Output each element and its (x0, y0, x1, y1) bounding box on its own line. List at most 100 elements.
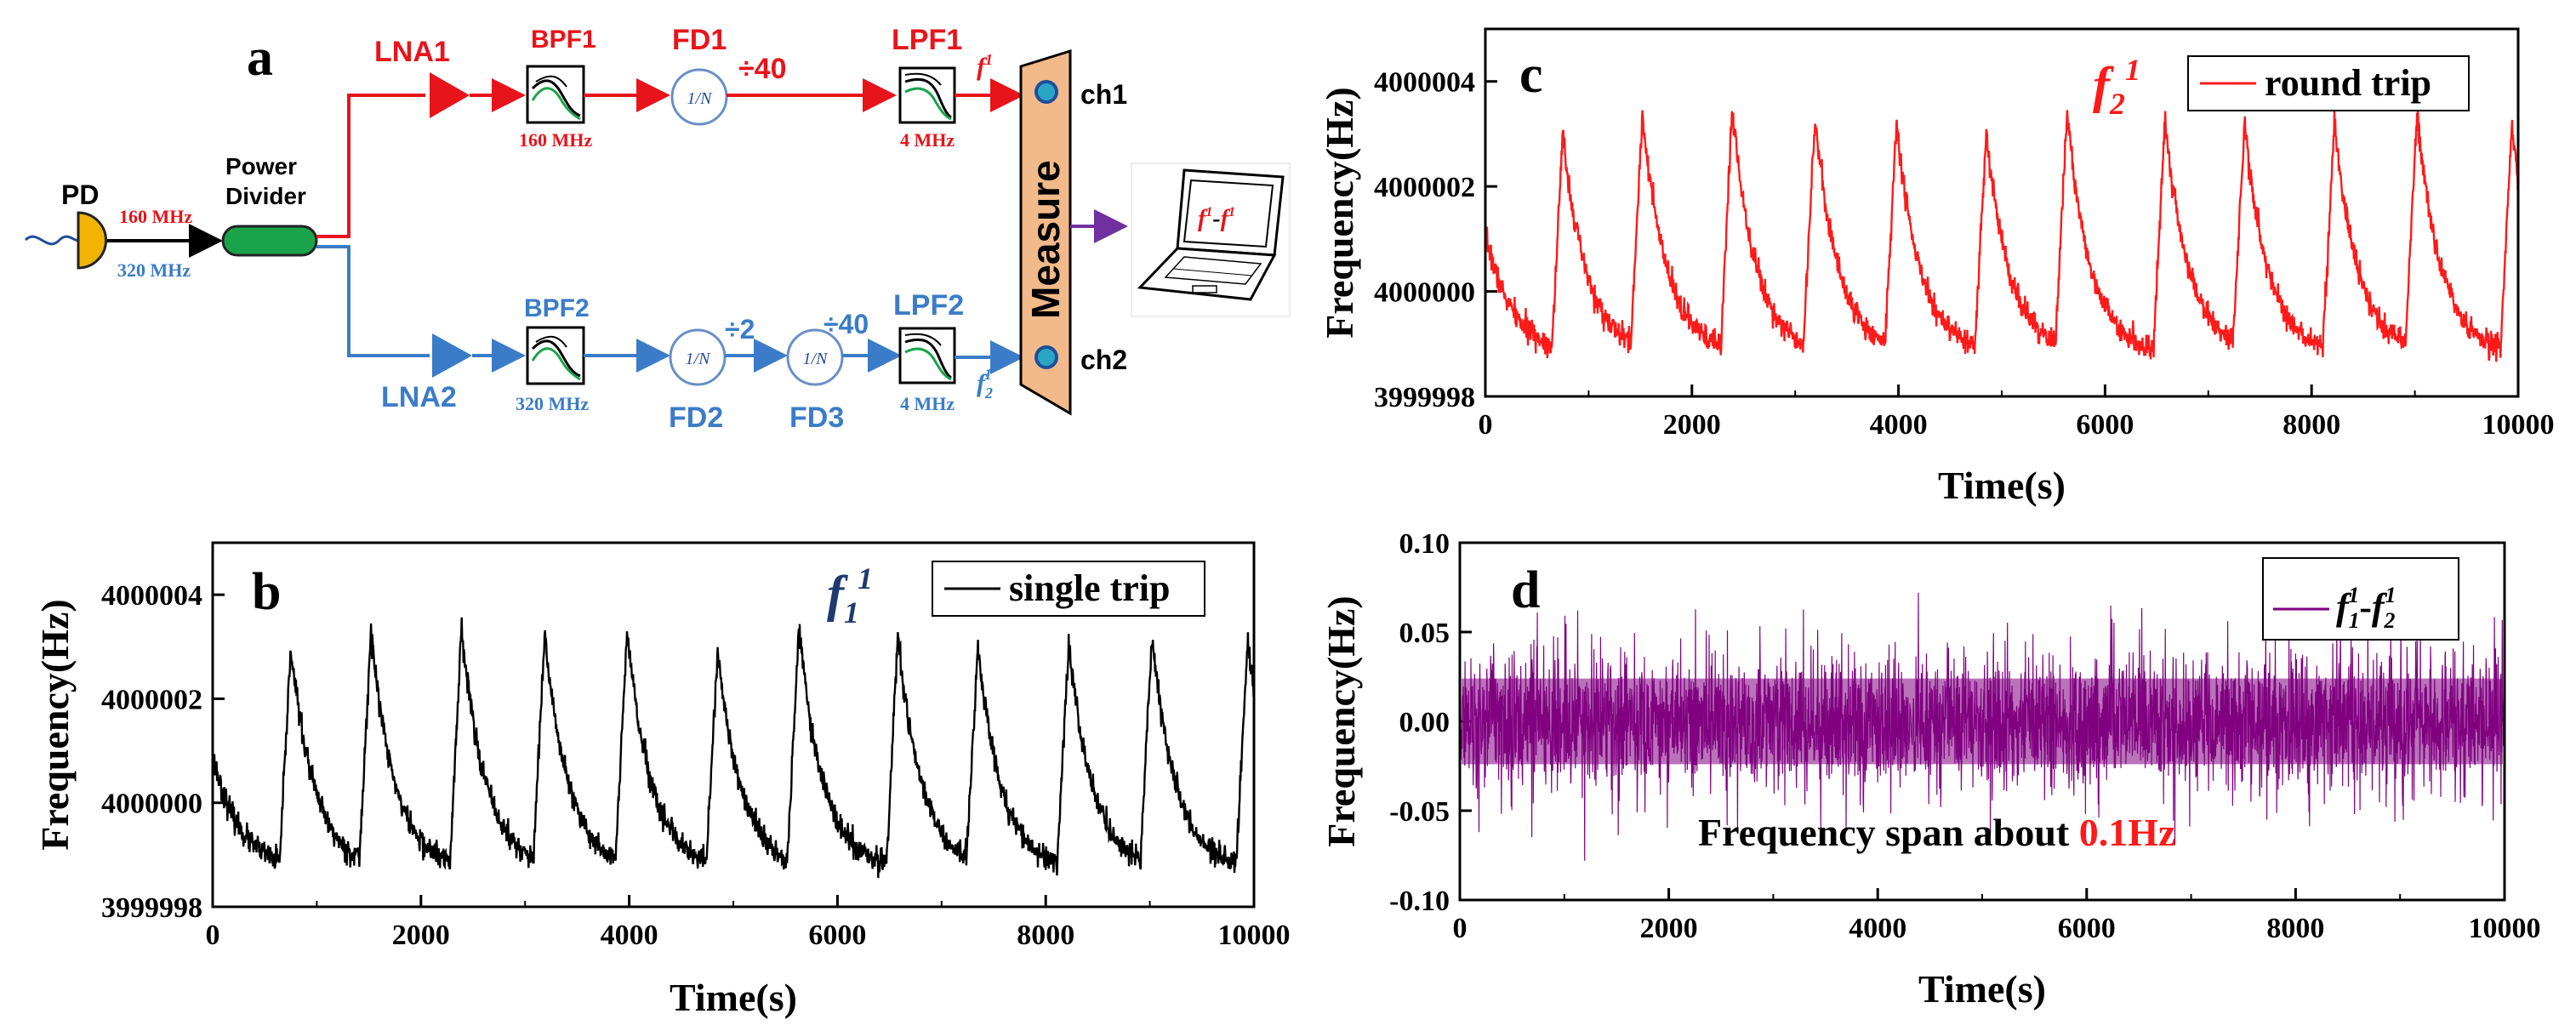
x-tick-label: 4000 (601, 920, 658, 951)
x-tick-label: 6000 (2076, 409, 2134, 441)
y-tick-label: 4000004 (101, 580, 202, 612)
x-tick-label: 0 (206, 920, 220, 951)
f1-output-label: f1 (977, 51, 993, 81)
x-tick-label: 2000 (392, 920, 450, 951)
plot-frame (1458, 541, 2506, 902)
fd2-symbol: 1/N (686, 350, 712, 368)
fd1-label: FD1 (672, 24, 727, 56)
fd2-label: FD2 (669, 402, 723, 434)
fd2-division: ÷2 (725, 314, 755, 345)
measure-label: Measure (1023, 160, 1068, 319)
lpf1-label: LPF1 (892, 24, 962, 56)
y-tick-label: 4000002 (1374, 172, 1475, 203)
lna1-amplifier-icon (430, 72, 470, 118)
panel-letter: b (252, 563, 281, 621)
ch1-connector-icon (1034, 80, 1058, 104)
y-tick-label: 4000002 (101, 684, 202, 715)
x-tick-label: 2000 (1663, 409, 1721, 441)
lpf1-filter-icon (898, 66, 956, 124)
x-axis-label: Time(s) (1938, 464, 2066, 507)
legend-label: f11-f21 (2336, 583, 2396, 633)
x-tick-label: 6000 (808, 920, 866, 951)
laptop-icon (1131, 162, 1291, 317)
measure-instrument (1019, 48, 1072, 416)
lna1-label: LNA1 (374, 36, 450, 68)
lpf1-freq: 4 MHz (900, 129, 955, 151)
y-tick-label: 3999998 (1374, 382, 1475, 413)
x-tick-label: 6000 (2058, 913, 2116, 944)
lpf2-label: LPF2 (893, 289, 964, 322)
lpf2-filter-icon (898, 327, 956, 384)
chart-panel-c: 0 2000 4000 6000 8000 10000 3999998 4000000 4000… (1318, 27, 2555, 507)
legend-box (932, 561, 1205, 617)
span-annotation: Frequency span about 0.1Hz (1698, 811, 2175, 854)
x-tick-label: 8000 (2266, 913, 2324, 944)
bpf2-label: BPF2 (524, 294, 590, 322)
ch2-label: ch2 (1080, 345, 1127, 375)
bpf1-label: BPF1 (531, 26, 596, 54)
x-tick-label: 2000 (1640, 913, 1698, 944)
x-axis-label: Time(s) (1918, 967, 2046, 1011)
bottom-branch-line (316, 245, 430, 357)
bpf1-filter-icon (526, 65, 585, 124)
noise-core-band (1462, 678, 2503, 765)
lpf2-freq: 4 MHz (900, 393, 955, 414)
photodetector-icon (77, 211, 107, 270)
chart-panel-d: 0 2000 4000 6000 8000 10000 -0.10 -0.05 0.00 0.05… (1319, 528, 2541, 1011)
pd-freq-320: 320 MHz (117, 259, 191, 281)
y-axis-label: Frequency(Hz) (1318, 87, 1361, 339)
y-tick-label: 4000000 (101, 789, 202, 820)
ch1-label: ch1 (1080, 79, 1127, 110)
power-divider-icon (221, 225, 318, 257)
f2-output-label: f21 (977, 366, 993, 402)
pd-label: PD (61, 179, 99, 210)
y-axis-label: Frequency(Hz) (1319, 595, 1363, 847)
x-axis-label: Time(s) (670, 976, 797, 1019)
series-annotation: f21 (2093, 53, 2140, 121)
y-tick-label: 4000004 (1374, 67, 1475, 99)
x-tick-label: 10000 (2482, 409, 2555, 441)
legend-box (2262, 557, 2459, 641)
y-tick-label: 3999998 (101, 892, 202, 924)
x-tick-label: 0 (1479, 409, 1493, 441)
y-tick-label: 0.05 (1399, 618, 1450, 649)
power-divider-label-2: Divider (225, 183, 306, 209)
lna2-amplifier-icon (432, 333, 472, 378)
top-branch-line (316, 94, 425, 238)
fd3-symbol: 1/N (803, 350, 829, 368)
legend-label: round trip (2265, 62, 2431, 104)
x-tick-label: 8000 (1017, 920, 1074, 951)
fd1-symbol: 1/N (687, 89, 714, 108)
laptop-formula: f1-f1 (1198, 205, 1235, 232)
y-tick-label: -0.10 (1389, 886, 1450, 917)
y-tick-label: 4000000 (1374, 277, 1475, 309)
fd3-label: FD3 (789, 402, 844, 434)
x-tick-label: 8000 (2282, 409, 2340, 441)
fd3-division: ÷40 (824, 309, 869, 339)
x-tick-label: 4000 (1870, 409, 1928, 441)
x-tick-label: 0 (1453, 913, 1468, 944)
lna2-label: LNA2 (381, 381, 457, 413)
plot-frame (1484, 27, 2520, 398)
plot-frame (211, 541, 1256, 909)
panel-letter: c (1519, 46, 1543, 104)
signal-chain-diagram: a PD 160 MHz 320 MHz Power Divider LNA1 … (24, 24, 1291, 434)
series-line (1484, 108, 2520, 362)
fd1-division: ÷40 (738, 53, 786, 85)
chart-panel-b: 0 2000 4000 6000 8000 10000 3999998 4000000 4000… (33, 541, 1291, 1019)
bpf2-filter-icon (526, 326, 585, 385)
y-tick-label: 0.10 (1399, 528, 1450, 560)
panel-letter: d (1511, 561, 1540, 619)
y-tick-label: 0.00 (1399, 707, 1450, 738)
y-axis-label: Frequency(Hz) (33, 599, 77, 851)
bpf1-freq: 160 MHz (519, 129, 592, 151)
y-tick-label: -0.05 (1389, 796, 1450, 828)
fiber-wave-icon (24, 235, 79, 246)
series-line (211, 617, 1256, 879)
x-tick-label: 4000 (1849, 913, 1906, 944)
legend-label: single trip (1009, 567, 1170, 609)
x-tick-label: 10000 (1218, 920, 1291, 951)
bpf2-freq: 320 MHz (516, 393, 589, 414)
x-tick-label: 10000 (2469, 913, 2541, 944)
